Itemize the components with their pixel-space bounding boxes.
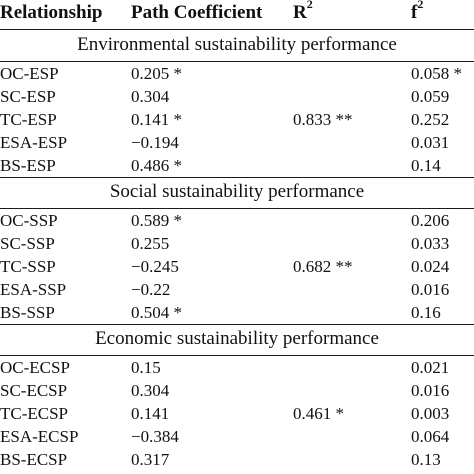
path-coefficient-cell: 0.205 * xyxy=(131,64,182,83)
f-squared-cell: 0.024 xyxy=(411,257,450,276)
table-row: TC-SSP −0.245 0.024 xyxy=(0,255,474,278)
path-coefficient-cell: 0.141 xyxy=(131,404,170,423)
relationship-cell: SC-ESP xyxy=(0,87,56,106)
table-row: SC-SSP 0.255 0.033 xyxy=(0,232,474,255)
header-relationship: Relationship xyxy=(0,2,103,23)
path-coefficient-cell: −0.384 xyxy=(131,427,179,446)
r-squared-value: 0.682 ** xyxy=(293,257,353,276)
relationship-cell: TC-SSP xyxy=(0,257,56,276)
relationship-cell: BS-SSP xyxy=(0,303,55,322)
path-coefficient-cell: −0.245 xyxy=(131,257,179,276)
f-squared-cell: 0.016 xyxy=(411,280,450,299)
relationship-cell: ESA-ESP xyxy=(0,133,68,152)
relationship-cell: OC-ESP xyxy=(0,64,59,83)
section-title: Economic sustainability performance xyxy=(0,324,474,356)
f-squared-cell: 0.064 xyxy=(411,427,450,446)
header-f-squared-sup: 2 xyxy=(417,0,424,11)
path-coefficient-cell: 0.15 xyxy=(131,358,161,377)
path-coefficient-cell: −0.22 xyxy=(131,280,171,299)
f-squared-cell: 0.058 * xyxy=(411,64,462,83)
f-squared-cell: 0.14 xyxy=(411,156,441,175)
header-f-squared-base: f xyxy=(411,2,418,23)
f-squared-cell: 0.16 xyxy=(411,303,441,322)
f-squared-cell: 0.252 xyxy=(411,110,450,129)
relationship-cell: SC-ECSP xyxy=(0,381,68,400)
f-squared-cell: 0.13 xyxy=(411,450,441,469)
table-row: BS-SSP 0.504 * 0.16 xyxy=(0,301,474,324)
f-squared-cell: 0.033 xyxy=(411,234,450,253)
path-coefficient-cell: 0.141 * xyxy=(131,110,182,129)
path-coefficient-cell: 0.304 xyxy=(131,381,170,400)
relationship-cell: TC-ECSP xyxy=(0,404,69,423)
r-squared-value: 0.833 ** xyxy=(293,110,353,129)
path-coefficient-cell: 0.504 * xyxy=(131,303,182,322)
f-squared-cell: 0.016 xyxy=(411,381,450,400)
table-row: BS-ESP 0.486 * 0.14 xyxy=(0,154,474,177)
relationship-cell: OC-SSP xyxy=(0,211,58,230)
table-row: ESA-ESP −0.194 0.031 xyxy=(0,131,474,154)
header-r-squared-sup: 2 xyxy=(306,0,313,11)
path-coefficient-cell: 0.304 xyxy=(131,87,170,106)
table-row: OC-ECSP 0.15 0.021 xyxy=(0,356,474,379)
table-row: TC-ECSP 0.141 0.003 xyxy=(0,402,474,425)
section-divider xyxy=(0,177,474,178)
header-f-squared: f2 xyxy=(411,0,423,26)
relationship-cell: OC-ECSP xyxy=(0,358,70,377)
table-row: TC-ESP 0.141 * 0.252 xyxy=(0,108,474,131)
table-row: BS-ECSP 0.317 0.13 xyxy=(0,448,474,471)
table-row: SC-ESP 0.304 0.059 xyxy=(0,85,474,108)
relationship-cell: BS-ECSP xyxy=(0,450,68,469)
r-squared-value: 0.461 * xyxy=(293,404,344,423)
relationship-cell: BS-ESP xyxy=(0,156,56,175)
table-header: Relationship Path Coefficient R2 f2 xyxy=(0,0,474,30)
section-divider xyxy=(0,324,474,325)
path-coefficient-cell: −0.194 xyxy=(131,133,179,152)
f-squared-cell: 0.021 xyxy=(411,358,450,377)
relationship-cell: TC-ESP xyxy=(0,110,57,129)
table-row: OC-ESP 0.205 * 0.058 * xyxy=(0,62,474,85)
section-title: Environmental sustainability performance xyxy=(0,30,474,62)
path-coefficient-cell: 0.255 xyxy=(131,234,170,253)
relationship-cell: ESA-ECSP xyxy=(0,427,79,446)
header-r-squared-base: R xyxy=(293,2,307,23)
f-squared-cell: 0.003 xyxy=(411,404,450,423)
f-squared-cell: 0.059 xyxy=(411,87,450,106)
header-r-squared: R2 xyxy=(293,0,313,26)
f-squared-cell: 0.206 xyxy=(411,211,450,230)
table-row: SC-ECSP 0.304 0.016 xyxy=(0,379,474,402)
path-coefficient-cell: 0.589 * xyxy=(131,211,182,230)
f-squared-cell: 0.031 xyxy=(411,133,450,152)
table-row: ESA-SSP −0.22 0.016 xyxy=(0,278,474,301)
section-title: Social sustainability performance xyxy=(0,177,474,209)
table-row: ESA-ECSP −0.384 0.064 xyxy=(0,425,474,448)
relationship-cell: ESA-SSP xyxy=(0,280,67,299)
path-coefficient-cell: 0.317 xyxy=(131,450,170,469)
header-path-coefficient: Path Coefficient xyxy=(131,2,263,23)
relationship-cell: SC-SSP xyxy=(0,234,55,253)
table-row: OC-SSP 0.589 * 0.206 xyxy=(0,209,474,232)
path-coefficient-cell: 0.486 * xyxy=(131,156,182,175)
